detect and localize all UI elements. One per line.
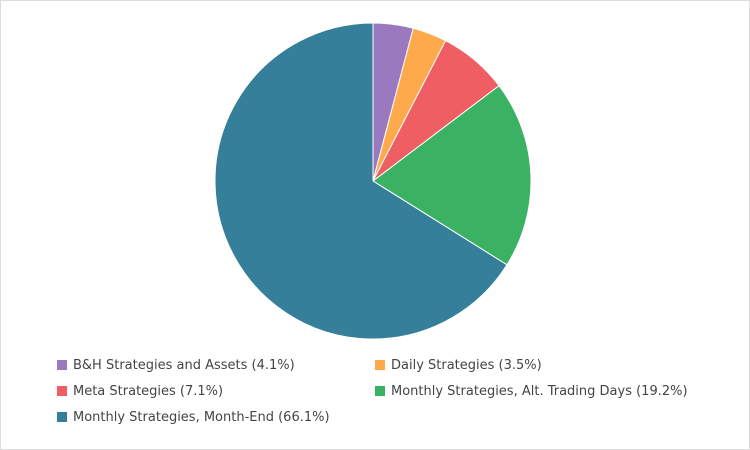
legend: B&H Strategies and Assets (4.1%) Daily S… xyxy=(57,354,737,428)
legend-item-meta-strategies[interactable]: Meta Strategies (7.1%) xyxy=(57,380,375,402)
legend-label: Meta Strategies (7.1%) xyxy=(73,383,224,399)
pie-chart xyxy=(214,22,532,340)
legend-label: B&H Strategies and Assets (4.1%) xyxy=(73,357,295,373)
pie-slice-monthly-alt-trading-days[interactable] xyxy=(372,85,532,266)
legend-swatch xyxy=(57,386,67,396)
legend-label: Daily Strategies (3.5%) xyxy=(391,357,542,373)
legend-label: Monthly Strategies, Month-End (66.1%) xyxy=(73,409,330,425)
legend-item-daily-strategies[interactable]: Daily Strategies (3.5%) xyxy=(375,354,715,376)
legend-swatch xyxy=(57,360,67,370)
legend-item-monthly-alt-trading-days[interactable]: Monthly Strategies, Alt. Trading Days (1… xyxy=(375,380,715,402)
legend-swatch xyxy=(57,412,67,422)
pie-slice-monthly-month-end[interactable] xyxy=(214,22,508,340)
legend-swatch xyxy=(375,386,385,396)
legend-item-monthly-month-end[interactable]: Monthly Strategies, Month-End (66.1%) xyxy=(57,406,375,428)
pie-slices xyxy=(214,22,532,340)
legend-label: Monthly Strategies, Alt. Trading Days (1… xyxy=(391,383,688,399)
legend-item-bh-strategies[interactable]: B&H Strategies and Assets (4.1%) xyxy=(57,354,375,376)
legend-swatch xyxy=(375,360,385,370)
